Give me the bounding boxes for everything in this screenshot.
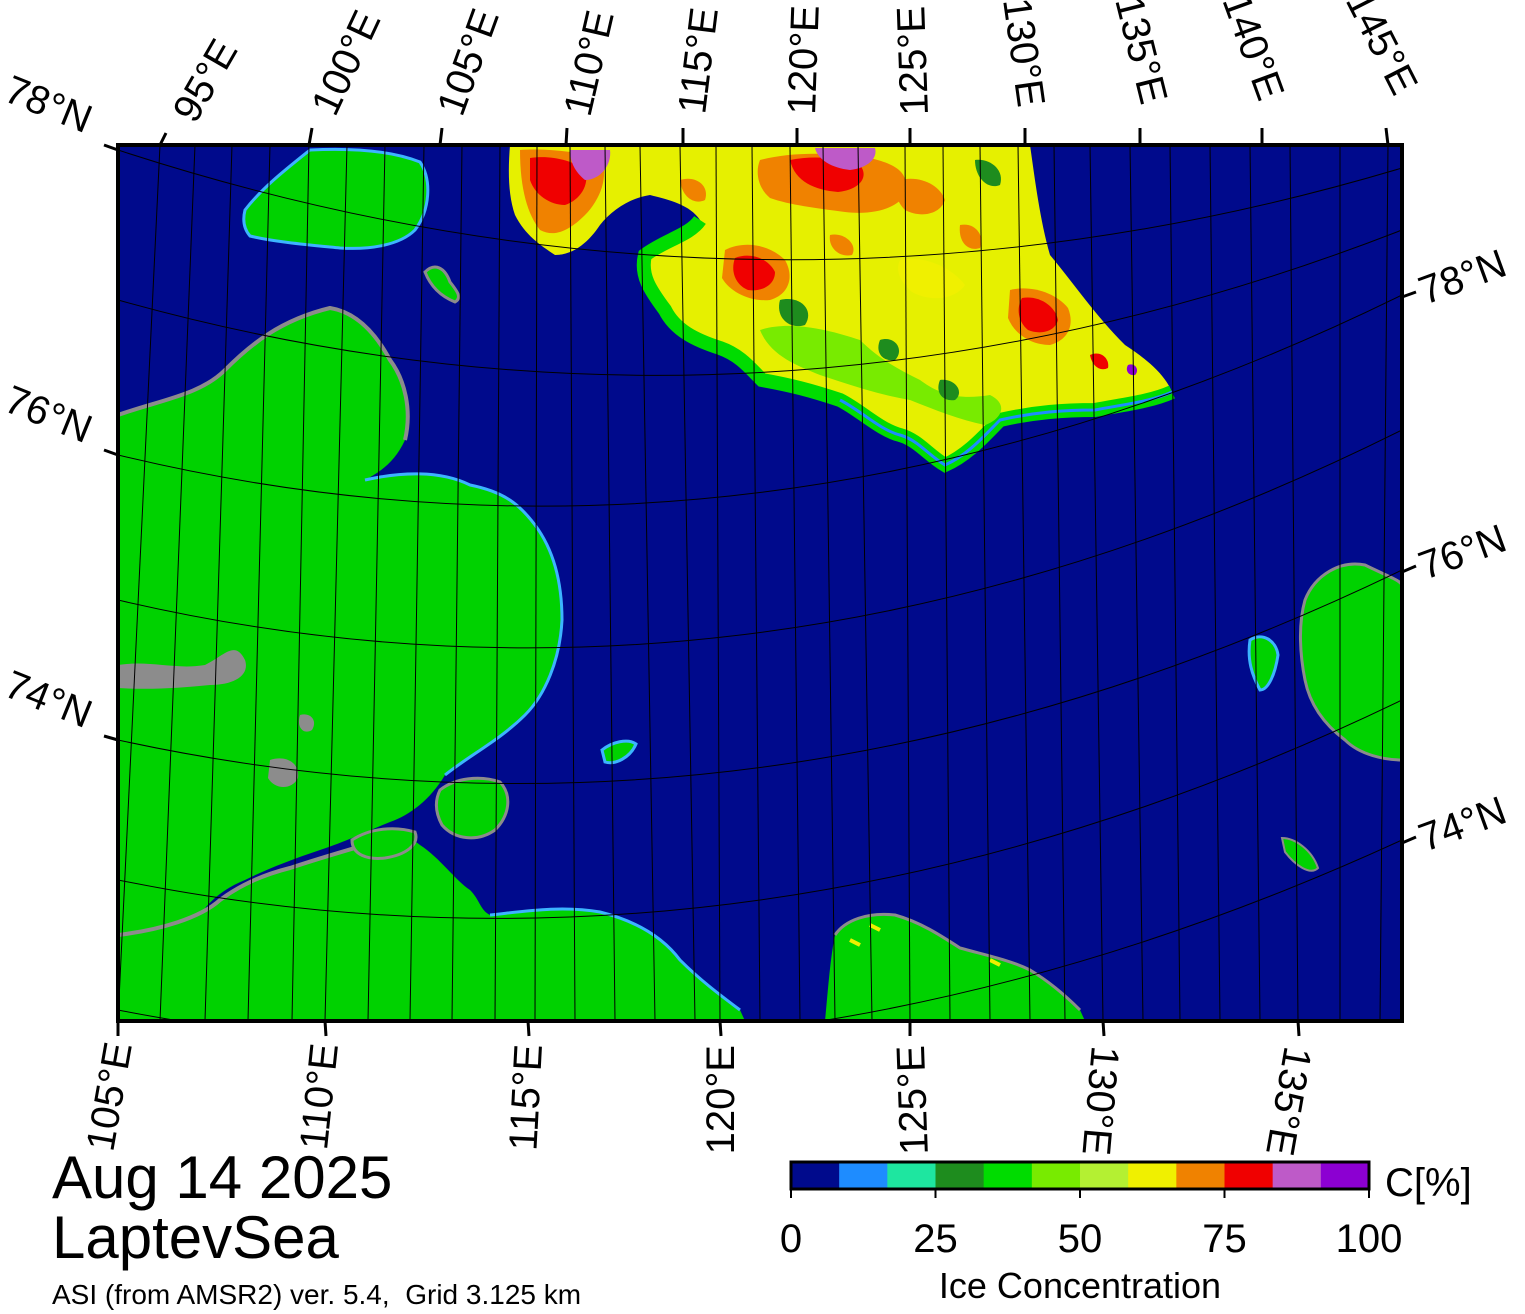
lon-label-bottom: 115°E	[501, 1043, 551, 1152]
colorbar-swatch	[983, 1162, 1033, 1189]
colorbar-swatch	[1224, 1162, 1274, 1189]
map-region: LaptevSea	[52, 1204, 339, 1271]
lon-label-bottom: 125°E	[889, 1045, 937, 1156]
colorbar-tick-label: 25	[913, 1217, 958, 1261]
colorbar-swatch	[1272, 1162, 1322, 1189]
colorbar-swatch	[1176, 1162, 1225, 1189]
lat-label-right: 78°N	[1413, 242, 1512, 314]
lon-label-bottom: 120°E	[699, 1045, 743, 1154]
lon-label-top: 140°E	[1214, 0, 1293, 106]
lat-label-right: 76°N	[1413, 517, 1512, 589]
kotelny-island	[1247, 562, 1402, 872]
frame-ticks	[103, 127, 1417, 1037]
lon-label-bottom: 110°E	[292, 1041, 347, 1151]
colorbar-unit: C[%]	[1385, 1161, 1472, 1205]
lon-label-top: 95°E	[165, 32, 247, 129]
lon-label-top: 120°E	[780, 4, 828, 115]
lat-label-left: 78°N	[0, 68, 98, 142]
colorbar: 0 25 50 75 100 C[%] Ice Concentration	[780, 1160, 1472, 1306]
colorbar-tick-label: 50	[1058, 1217, 1103, 1261]
lon-label-top: 135°E	[1106, 0, 1175, 108]
map-frame	[116, 143, 1404, 1023]
map-date: Aug 14 2025	[52, 1144, 393, 1211]
lon-label-bottom: 105°E	[79, 1039, 141, 1154]
colorbar-swatch	[1031, 1162, 1081, 1189]
colorbar-tick-label: 75	[1202, 1217, 1247, 1261]
colorbar-swatch	[1080, 1162, 1129, 1189]
bottom-longitude-labels: 105°E 110°E 115°E 120°E 125°E 130°E 135°…	[79, 1039, 1320, 1159]
sea-ice-pack	[508, 145, 1175, 473]
lon-label-top: 125°E	[889, 5, 937, 116]
product-info: ASI (from AMSR2) ver. 5.4, Grid 3.125 km	[52, 1279, 582, 1310]
left-latitude-labels: 78°N 76°N 74°N	[0, 68, 98, 737]
colorbar-tick-label: 0	[780, 1217, 802, 1261]
lon-label-top: 110°E	[556, 6, 623, 120]
lon-label-top: 145°E	[1337, 0, 1426, 102]
lena-delta-land	[825, 912, 1085, 1021]
severnaya-zemlya-land	[242, 147, 461, 304]
graticule	[118, 145, 1402, 1021]
small-island	[600, 739, 638, 765]
lon-label-top: 100°E	[303, 4, 389, 122]
top-longitude-labels: 95°E 100°E 105°E 110°E 115°E 120°E 125°E…	[165, 0, 1426, 130]
lat-label-left: 76°N	[0, 378, 98, 452]
colorbar-title: Ice Concentration	[939, 1265, 1221, 1306]
lon-label-top: 105°E	[429, 3, 508, 121]
lat-label-left: 74°N	[0, 663, 98, 737]
right-latitude-labels: 78°N 76°N 74°N	[1413, 242, 1512, 861]
lon-label-bottom: 135°E	[1257, 1043, 1319, 1158]
colorbar-swatch	[791, 1162, 840, 1189]
colorbar-swatch	[935, 1162, 985, 1189]
colorbar-swatches	[791, 1162, 1370, 1189]
taymyr-land	[118, 305, 564, 940]
colorbar-swatch	[839, 1162, 888, 1189]
colorbar-swatch	[1320, 1162, 1370, 1189]
lat-label-right: 74°N	[1413, 789, 1512, 861]
lon-label-top: 115°E	[670, 5, 727, 116]
colorbar-swatch	[1128, 1162, 1177, 1189]
colorbar-swatch	[887, 1162, 936, 1189]
colorbar-tick-label: 100	[1336, 1217, 1403, 1261]
lon-label-top: 130°E	[994, 0, 1053, 110]
lon-label-bottom: 130°E	[1073, 1044, 1126, 1157]
